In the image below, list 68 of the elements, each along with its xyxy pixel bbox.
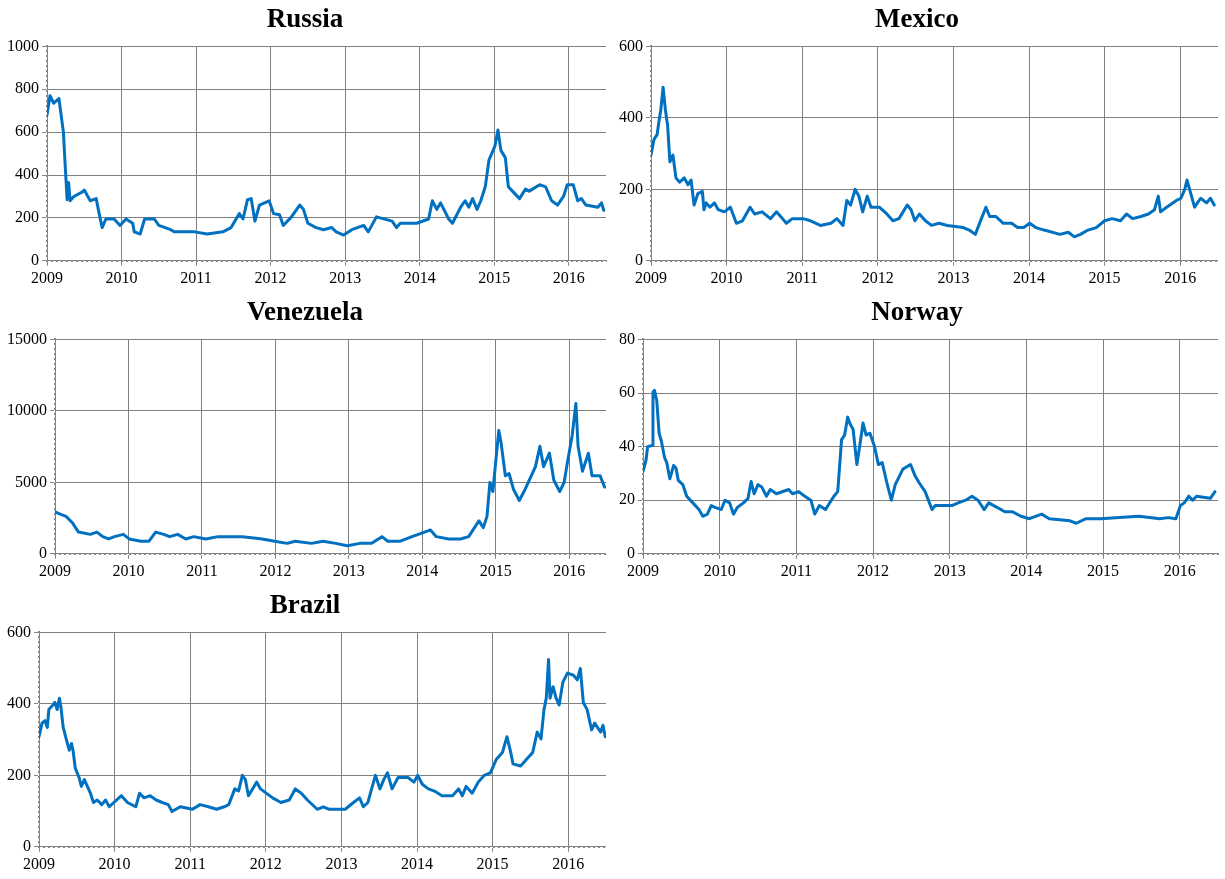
chart-title: Norway — [871, 296, 964, 327]
x-tick-label: 2013 — [325, 854, 358, 872]
chart-title: Russia — [266, 3, 344, 34]
x-tick-label: 2013 — [329, 268, 362, 286]
y-tick-label: 200 — [619, 179, 643, 197]
y-tick-label: 800 — [15, 79, 39, 97]
x-tick-label: 2011 — [174, 854, 206, 872]
x-tick-label: 2016 — [552, 268, 585, 286]
y-tick-label: 600 — [7, 622, 31, 640]
x-tick-label: 2014 — [406, 561, 439, 579]
x-tick-label: 2010 — [710, 268, 743, 286]
x-tick-label: 2013 — [933, 561, 966, 579]
chart-title: Venezuela — [247, 296, 364, 327]
x-tick-label: 2012 — [254, 268, 287, 286]
x-tick-label: 2015 — [1087, 561, 1119, 579]
y-tick-label: 400 — [15, 165, 39, 183]
y-tick-label: 0 — [23, 837, 31, 854]
y-tick-label: 400 — [7, 694, 31, 712]
x-tick-label: 2009 — [23, 854, 55, 872]
y-tick-label: 600 — [619, 36, 643, 54]
x-tick-label: 2011 — [780, 561, 813, 579]
y-tick-label: 1000 — [7, 36, 39, 54]
x-tick-label: 2016 — [552, 854, 585, 872]
y-tick-label: 600 — [15, 122, 39, 140]
x-tick-label: 2010 — [703, 561, 736, 579]
x-tick-label: 2014 — [1010, 561, 1043, 579]
x-tick-label: 2016 — [1163, 561, 1196, 579]
y-tick-label: 15000 — [7, 329, 47, 347]
x-tick-label: 2014 — [401, 854, 433, 872]
y-tick-label: 0 — [39, 544, 47, 561]
x-tick-label: 2012 — [857, 561, 889, 579]
y-tick-label: 80 — [619, 329, 635, 347]
chart-title: Brazil — [269, 589, 341, 620]
x-tick-label: 2009 — [627, 561, 659, 579]
y-tick-label: 0 — [31, 251, 39, 268]
x-tick-label: 2012 — [249, 854, 282, 872]
x-tick-label: 2015 — [476, 854, 509, 872]
x-tick-label: 2011 — [786, 268, 818, 286]
y-tick-label: 0 — [635, 251, 643, 268]
y-tick-label: 200 — [7, 765, 31, 783]
y-tick-label: 400 — [619, 108, 643, 126]
chart-title: Mexico — [875, 3, 959, 34]
x-tick-label: 2011 — [186, 561, 218, 579]
x-tick-label: 2016 — [1164, 268, 1197, 286]
x-tick-label: 2014 — [403, 268, 436, 286]
x-tick-label: 2010 — [98, 854, 131, 872]
x-tick-label: 2012 — [861, 268, 894, 286]
x-tick-label: 2013 — [937, 268, 970, 286]
x-tick-label: 2015 — [1088, 268, 1121, 286]
x-tick-label: 2012 — [259, 561, 292, 579]
y-tick-label: 20 — [619, 490, 635, 508]
x-tick-label: 2015 — [478, 268, 511, 286]
y-tick-label: 40 — [619, 436, 635, 454]
x-tick-label: 2011 — [180, 268, 212, 286]
x-tick-label: 2010 — [112, 561, 145, 579]
x-tick-label: 2016 — [553, 561, 586, 579]
x-tick-label: 2009 — [635, 268, 667, 286]
x-tick-label: 2013 — [332, 561, 365, 579]
x-tick-label: 2009 — [39, 561, 71, 579]
y-tick-label: 0 — [627, 544, 635, 561]
x-tick-label: 2010 — [105, 268, 138, 286]
y-tick-label: 60 — [619, 383, 635, 401]
y-tick-label: 5000 — [15, 472, 47, 490]
x-tick-label: 2014 — [1013, 268, 1045, 286]
y-tick-label: 200 — [15, 208, 39, 226]
x-tick-label: 2015 — [479, 561, 512, 579]
x-tick-label: 2009 — [31, 268, 63, 286]
y-tick-label: 10000 — [7, 401, 47, 419]
